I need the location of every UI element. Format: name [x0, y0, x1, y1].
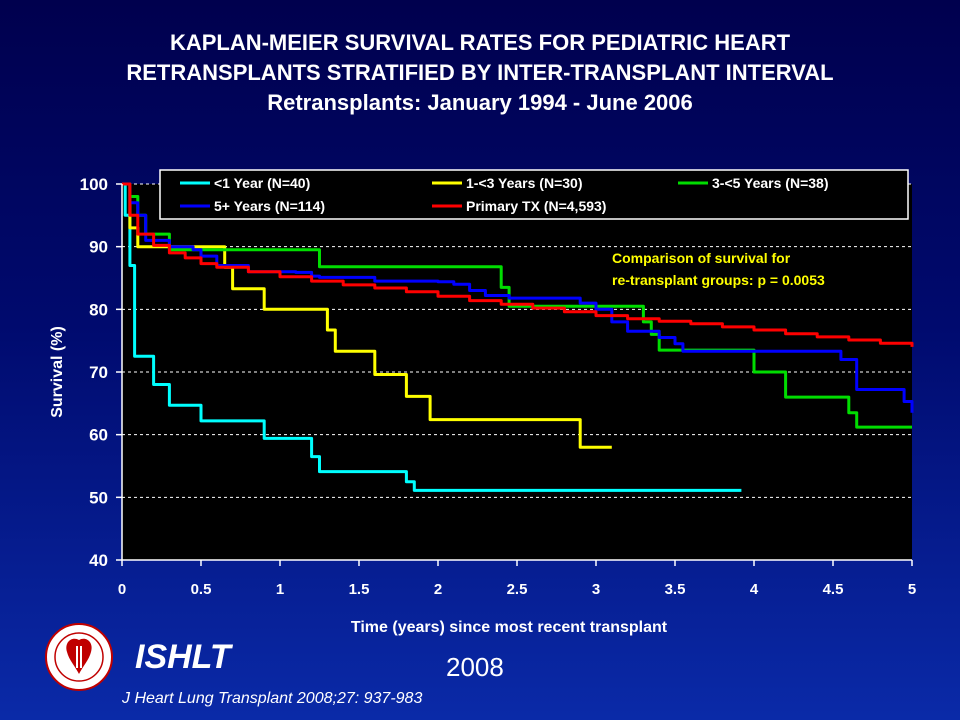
x-tick-label: 0 — [118, 581, 126, 598]
title-line-2: RETRANSPLANTS STRATIFIED BY INTER-TRANSP… — [126, 60, 834, 85]
legend: <1 Year (N=40) 1-<3 Years (N=30) 3-<5 Year… — [159, 169, 909, 220]
ishlt-logo — [45, 623, 113, 691]
legend-label: 3-<5 Years (N=38) — [712, 175, 829, 191]
x-tick-label: 2.5 — [507, 581, 528, 598]
series-line — [122, 182, 914, 413]
citation: J Heart Lung Transplant 2008;27: 937-983 — [122, 690, 423, 707]
y-tick-label: 60 — [89, 426, 108, 445]
legend-label: <1 Year (N=40) — [214, 175, 310, 191]
x-tick-label: 1.5 — [349, 581, 370, 598]
year-label: 2008 — [446, 652, 504, 682]
plot-area — [122, 184, 912, 560]
y-tick-label: 40 — [89, 551, 108, 570]
title-line-3: Retransplants: January 1994 - June 2006 — [267, 90, 693, 115]
x-tick-label: 3 — [592, 581, 600, 598]
p-value-annotation: Comparison of survival for re-transplant… — [612, 250, 825, 288]
y-tick-label: 50 — [89, 488, 108, 507]
y-tick-label: 70 — [89, 363, 108, 382]
x-tick-label: 2 — [434, 581, 442, 598]
x-tick-label: 1 — [276, 581, 284, 598]
chart-title: KAPLAN-MEIER SURVIVAL RATES FOR PEDIATRI… — [0, 28, 960, 118]
org-label: ISHLT — [135, 638, 231, 676]
legend-label: 1-<3 Years (N=30) — [466, 175, 583, 191]
annotation-line-2: re-transplant groups: p = 0.0053 — [612, 272, 825, 288]
x-tick-label: 0.5 — [191, 581, 212, 598]
y-axis-label: Survival (%) — [49, 326, 66, 418]
x-tick-label: 3.5 — [665, 581, 686, 598]
legend-label: 5+ Years (N=114) — [214, 198, 325, 214]
y-tick-label: 100 — [80, 175, 108, 194]
series-lines — [122, 182, 914, 492]
x-axis-label: Time (years) since most recent transplan… — [351, 619, 668, 636]
series-line — [122, 182, 742, 492]
x-tick-label: 4.5 — [823, 581, 844, 598]
y-tick-label: 90 — [89, 238, 108, 257]
legend-box — [159, 169, 909, 220]
y-tick-label: 80 — [89, 300, 108, 319]
series-line — [122, 182, 912, 429]
x-tick-label: 5 — [908, 581, 916, 598]
x-tick-label: 4 — [750, 581, 759, 598]
series-line — [122, 182, 612, 449]
title-line-1: KAPLAN-MEIER SURVIVAL RATES FOR PEDIATRI… — [169, 30, 791, 55]
series-line — [122, 182, 914, 347]
legend-label: Primary TX (N=4,593) — [466, 198, 606, 214]
axes: 40 50 60 70 80 90 100 0 0.5 1 1.5 2 2.5 3 3.5 4 4.5 5 — [80, 175, 917, 598]
annotation-line-1: Comparison of survival for — [612, 250, 791, 266]
